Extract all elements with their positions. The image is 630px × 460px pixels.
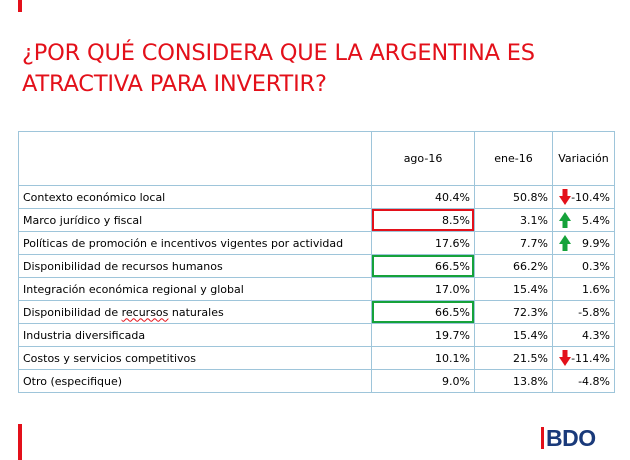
cell-ene: 7.7% [474,231,553,255]
cell-variation: 5.4% [552,208,615,232]
variation-value: -4.8% [578,374,610,388]
cell-ago: 17.6% [371,231,475,255]
corner-accent-bottom [18,424,22,460]
logo-bar [541,427,544,449]
cell-ago: 17.0% [371,277,475,301]
header-label [18,131,372,186]
row-label: Disponibilidad de recursos humanos [18,254,372,278]
arrow-up-icon [559,212,571,228]
row-label: Contexto económico local [18,185,372,209]
table-row: Industria diversificada 19.7% 15.4% 4.3% [18,323,615,347]
table-row: Disponibilidad de recursos humanos 66.5%… [18,254,615,278]
cell-ene: 72.3% [474,300,553,324]
title-line-1: ¿POR QUÉ CONSIDERA QUE LA ARGENTINA ES [22,40,535,66]
row-label-spellcheck-word: recursos [121,305,169,319]
table-row: Políticas de promoción e incentivos vige… [18,231,615,255]
cell-ene: 15.4% [474,277,553,301]
cell-variation: -5.8% [552,300,615,324]
corner-accent-top [18,0,22,12]
row-label: Otro (especifique) [18,369,372,393]
cell-ago: 40.4% [371,185,475,209]
table-row: Disponibilidad de recursos naturales 66.… [18,300,615,324]
investment-table: ago-16 ene-16 Variación Contexto económi… [18,131,615,393]
cell-variation: -4.8% [552,369,615,393]
bdo-logo: BDO [541,426,596,450]
arrow-up-icon [559,235,571,251]
row-label: Integración económica regional y global [18,277,372,301]
header-ago-16: ago-16 [371,131,475,186]
cell-variation: 9.9% [552,231,615,255]
cell-ago-highlight-green: 66.5% [371,300,475,324]
table-header-row: ago-16 ene-16 Variación [18,131,615,186]
cell-variation: -10.4% [552,185,615,209]
table-row: Marco jurídico y fiscal 8.5% 3.1% 5.4% [18,208,615,232]
logo-text: BDO [546,425,596,451]
cell-variation: 1.6% [552,277,615,301]
variation-value: 1.6% [582,282,610,296]
variation-value: 0.3% [582,259,610,273]
row-label-suffix: naturales [168,305,224,319]
table-row: Contexto económico local 40.4% 50.8% -10… [18,185,615,209]
cell-variation: 0.3% [552,254,615,278]
variation-value: -5.8% [578,305,610,319]
variation-value: 9.9% [582,236,610,250]
cell-ene: 13.8% [474,369,553,393]
table-row: Costos y servicios competitivos 10.1% 21… [18,346,615,370]
title-line-2: ATRACTIVA PARA INVERTIR? [22,71,327,97]
cell-ago: 10.1% [371,346,475,370]
variation-value: 4.3% [582,328,610,342]
cell-variation: 4.3% [552,323,615,347]
table-row: Otro (especifique) 9.0% 13.8% -4.8% [18,369,615,393]
cell-ago-highlight-green: 66.5% [371,254,475,278]
cell-variation: -11.4% [552,346,615,370]
header-ene-16: ene-16 [474,131,553,186]
row-label: Costos y servicios competitivos [18,346,372,370]
cell-ene: 3.1% [474,208,553,232]
variation-value: -11.4% [571,351,610,365]
header-variacion: Variación [552,131,615,186]
cell-ene: 15.4% [474,323,553,347]
row-label: Industria diversificada [18,323,372,347]
cell-ene: 21.5% [474,346,553,370]
variation-value: -10.4% [571,190,610,204]
table-row: Integración económica regional y global … [18,277,615,301]
row-label: Disponibilidad de recursos naturales [18,300,372,324]
cell-ene: 50.8% [474,185,553,209]
cell-ago: 9.0% [371,369,475,393]
cell-ago-highlight-red: 8.5% [371,208,475,232]
row-label-prefix: Disponibilidad de [23,305,122,319]
cell-ene: 66.2% [474,254,553,278]
variation-value: 5.4% [582,213,610,227]
arrow-down-icon [559,189,571,205]
row-label: Marco jurídico y fiscal [18,208,372,232]
cell-ago: 19.7% [371,323,475,347]
row-label: Políticas de promoción e incentivos vige… [18,231,372,255]
page-title: ¿POR QUÉ CONSIDERA QUE LA ARGENTINA ES A… [22,38,582,100]
arrow-down-icon [559,350,571,366]
